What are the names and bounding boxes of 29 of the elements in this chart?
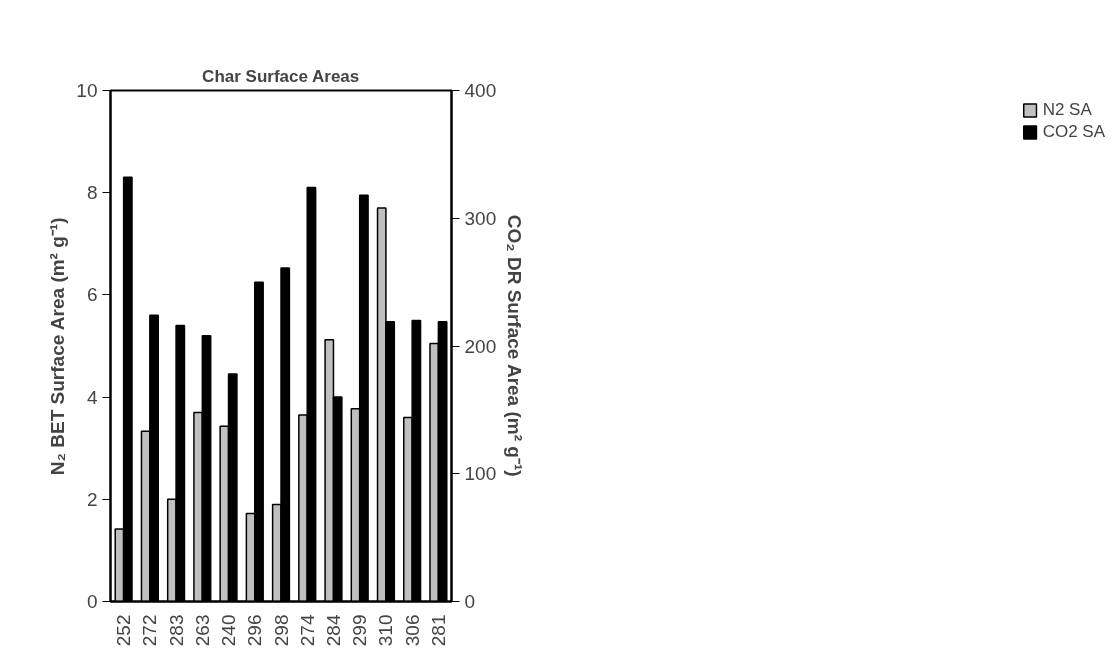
x-tick-label: 274 xyxy=(296,614,318,647)
legend-label: N2 SA xyxy=(1042,100,1092,120)
x-tick-label: 306 xyxy=(401,614,423,647)
y2-tick-label: 100 xyxy=(464,463,497,485)
x-tick-label: 310 xyxy=(375,614,397,647)
x-tick-label: 299 xyxy=(349,614,371,647)
x-tick-label: 283 xyxy=(165,614,187,647)
legend-label: CO2 SA xyxy=(1042,122,1105,142)
x-tick-label: 298 xyxy=(270,614,292,647)
y-tick-label: 8 xyxy=(86,182,98,204)
x-tick-label: 296 xyxy=(244,614,266,647)
y-axis-title: N₂ BET Surface Area (m² g⁻¹) xyxy=(47,217,69,476)
x-tick-label: 252 xyxy=(113,614,135,647)
y2-tick-label: 400 xyxy=(464,80,497,101)
y-tick-label: 6 xyxy=(86,284,98,306)
y2-tick-label: 200 xyxy=(464,335,497,357)
x-tick-label: 284 xyxy=(322,614,344,647)
x-tick-label: 281 xyxy=(427,614,449,647)
y2-axis-title: CO₂ DR Surface Area (m² g⁻¹) xyxy=(504,214,526,477)
x-tick-label: 240 xyxy=(218,614,240,647)
x-tick-label: 263 xyxy=(191,614,213,647)
chart-title: Char Surface Areas xyxy=(202,66,360,86)
y-tick-label: 2 xyxy=(86,488,98,510)
y-tick-label: 0 xyxy=(86,591,98,612)
y2-tick-label: 0 xyxy=(464,591,476,612)
y-tick-label: 10 xyxy=(76,80,98,101)
y2-tick-label: 300 xyxy=(464,207,497,229)
y-tick-label: 4 xyxy=(86,386,98,408)
x-tick-label: 272 xyxy=(139,614,161,647)
